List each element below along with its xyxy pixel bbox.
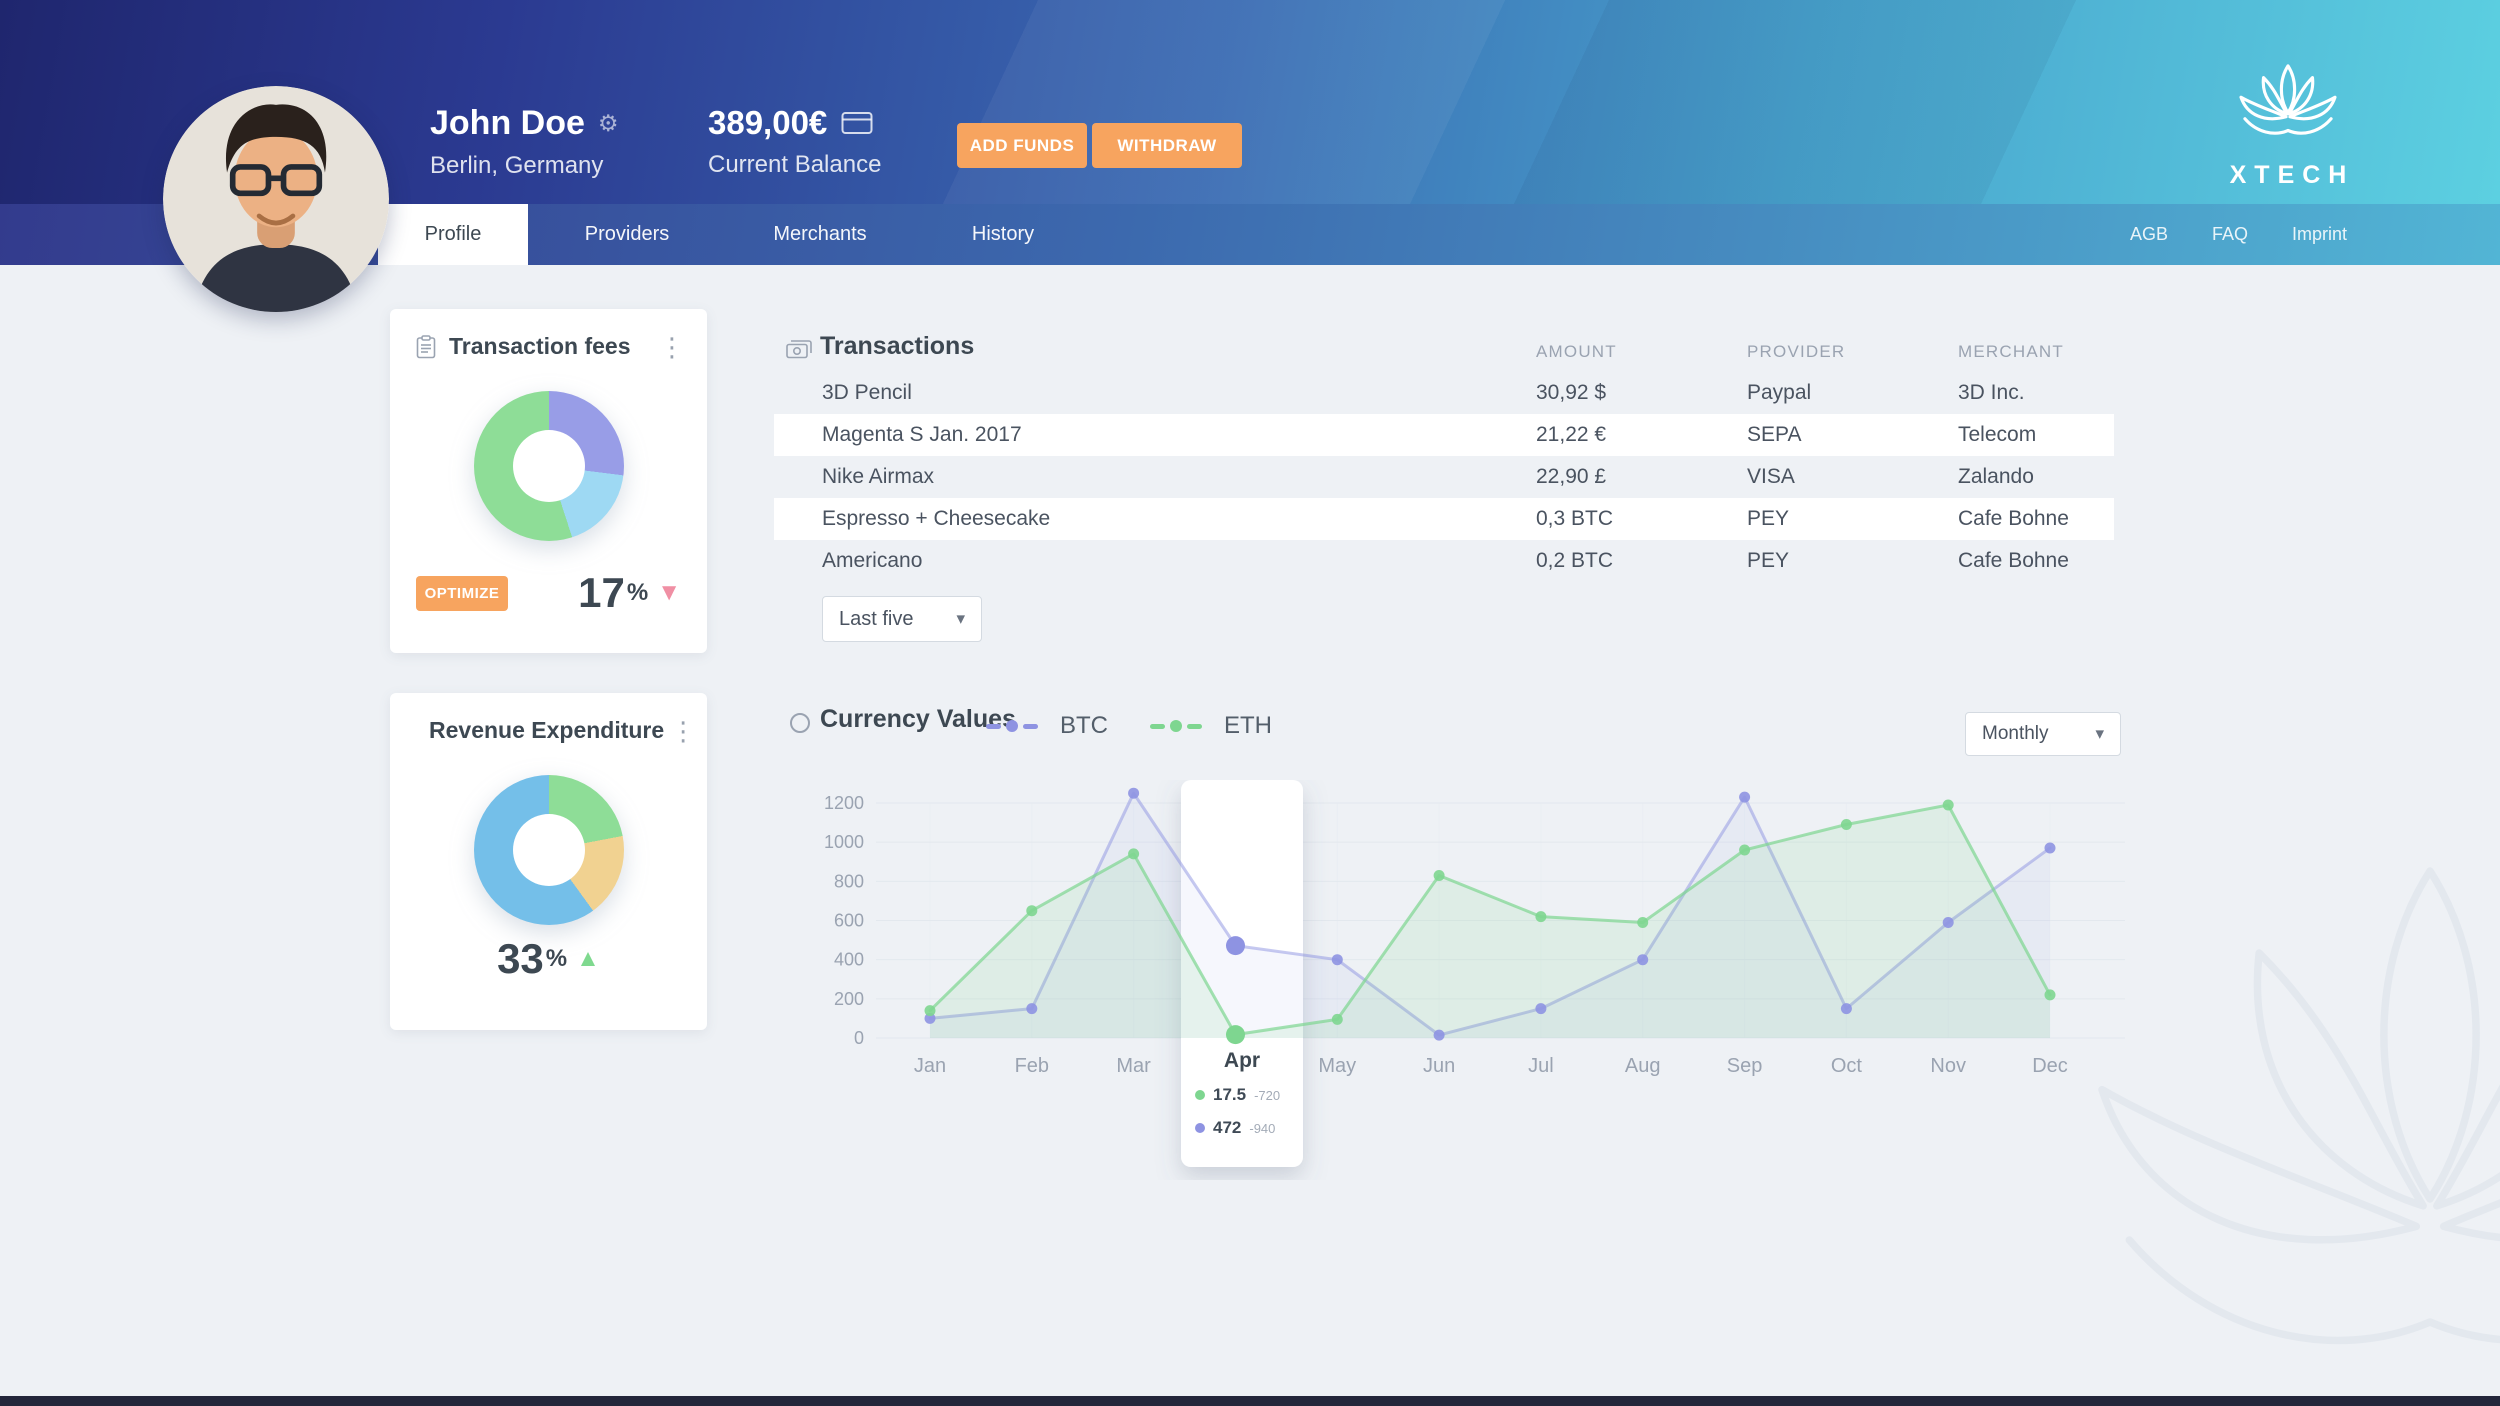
revenue-expenditure-card: Revenue Expenditure ⋮ 33 % ▲ xyxy=(390,693,707,1030)
svg-text:Feb: Feb xyxy=(1015,1055,1049,1077)
card-title: Transaction fees xyxy=(449,333,631,359)
svg-text:600: 600 xyxy=(834,911,864,931)
legend-eth[interactable]: ETH xyxy=(1150,712,1272,740)
table-row: Espresso + Cheesecake 0,3 BTC PEY Cafe Bohn… xyxy=(774,498,2114,540)
svg-text:1200: 1200 xyxy=(824,793,864,813)
column-header-merchant: MERCHANT xyxy=(1958,342,2064,361)
svg-text:0: 0 xyxy=(854,1028,864,1048)
nav-link-agb[interactable]: AGB xyxy=(2129,224,2168,244)
trend-down-icon: ▼ xyxy=(657,579,681,606)
ring-icon xyxy=(790,713,810,733)
column-header-provider: PROVIDER xyxy=(1747,342,1846,361)
banknotes-icon xyxy=(786,340,812,359)
brand-logo: XTECH xyxy=(2208,60,2368,190)
transactions-title: Transactions xyxy=(820,332,975,360)
kebab-menu-icon[interactable]: ⋮ xyxy=(670,715,697,746)
svg-text:Jul: Jul xyxy=(1528,1055,1554,1077)
svg-text:Aug: Aug xyxy=(1625,1055,1661,1077)
column-header-amount: AMOUNT xyxy=(1536,342,1617,361)
transaction-fees-card: Transaction fees ⋮ OPTIMIZE 17 % ▼ xyxy=(390,309,707,653)
tab-providers[interactable]: Providers xyxy=(584,223,670,245)
chart-legend: BTC ETH xyxy=(986,708,1272,744)
svg-text:Sep: Sep xyxy=(1727,1055,1763,1077)
balance-amount: 389,00€ xyxy=(708,104,828,141)
chevron-down-icon: ▾ xyxy=(2095,724,2104,743)
svg-text:Dec: Dec xyxy=(2032,1055,2068,1077)
tab-history[interactable]: History xyxy=(971,223,1035,245)
card-icon xyxy=(841,112,873,134)
table-row: 3D Pencil 30,92 $ Paypal 3D Inc. xyxy=(822,381,2025,404)
nav-bar: Profile Providers Merchants History AGB FAQ I… xyxy=(0,204,2500,265)
lotus-logo-icon xyxy=(2239,64,2337,135)
user-location: Berlin, Germany xyxy=(430,152,604,179)
nav-links: AGB FAQ Imprint xyxy=(2130,204,2347,265)
user-block: John Doe ⚙ Berlin, Germany xyxy=(430,104,619,180)
user-name: John Doe xyxy=(430,104,585,142)
revenue-percent: 33 % ▲ xyxy=(497,935,600,982)
svg-text:Jan: Jan xyxy=(914,1055,946,1077)
tab-merchants[interactable]: Merchants xyxy=(773,223,867,245)
add-funds-button[interactable]: ADD FUNDS xyxy=(957,123,1087,168)
svg-text:Oct: Oct xyxy=(1831,1055,1863,1077)
currency-chart[interactable]: 0 200 400 600 800 1000 1200 Jan Feb Mar May Jun Jul A… xyxy=(820,780,2140,1180)
svg-text:Mar: Mar xyxy=(1116,1055,1151,1077)
nav-tabs: Profile Providers Merchants History xyxy=(0,204,2500,265)
chevron-down-icon: ▾ xyxy=(956,609,965,628)
svg-text:Nov: Nov xyxy=(1930,1055,1966,1077)
svg-text:200: 200 xyxy=(834,989,864,1009)
svg-text:May: May xyxy=(1318,1055,1356,1077)
currency-values-title: Currency Values xyxy=(820,705,1016,733)
header: John Doe ⚙ Berlin, Germany 389,00€ Curre… xyxy=(0,0,2500,204)
table-row: Americano 0,2 BTC PEY Cafe Bohne xyxy=(822,549,2069,572)
period-filter-select[interactable]: Monthly ▾ xyxy=(1965,712,2121,756)
nav-link-faq[interactable]: FAQ xyxy=(2211,224,2248,244)
clipboard-icon xyxy=(416,334,436,358)
svg-text:400: 400 xyxy=(834,950,864,970)
legend-btc[interactable]: BTC xyxy=(986,712,1108,740)
withdraw-button[interactable]: WITHDRAW xyxy=(1092,123,1242,168)
revenue-expenditure-donut xyxy=(474,775,624,925)
bottom-bar xyxy=(0,1396,2500,1406)
balance-label: Current Balance xyxy=(708,151,882,178)
table-row: Nike Airmax 22,90 £ VISA Zalando xyxy=(822,465,2034,488)
balance-block: 389,00€ Current Balance xyxy=(708,104,881,179)
tab-profile[interactable]: Profile xyxy=(378,204,528,265)
svg-text:Jun: Jun xyxy=(1423,1055,1455,1077)
optimize-button[interactable]: OPTIMIZE xyxy=(416,575,508,611)
table-row: Magenta S Jan. 2017 21,22 € SEPA Telecom xyxy=(774,414,2114,456)
lotus-watermark-icon xyxy=(2098,867,2500,1345)
avatar[interactable] xyxy=(163,86,389,312)
settings-gear-icon[interactable]: ⚙ xyxy=(597,110,619,136)
rows-filter-select[interactable]: Last five ▾ xyxy=(822,596,982,642)
transactions-table: 3D Pencil 30,92 $ Paypal 3D Inc. Magenta S J… xyxy=(774,372,2114,584)
trend-up-icon: ▲ xyxy=(576,945,600,972)
brand-name: XTECH xyxy=(2229,161,2355,189)
nav-link-imprint[interactable]: Imprint xyxy=(2291,224,2347,244)
fees-percent: 17 % ▼ xyxy=(578,569,681,616)
card-title: Revenue Expenditure xyxy=(429,717,665,743)
svg-text:800: 800 xyxy=(834,871,864,891)
transaction-fees-donut xyxy=(474,391,624,541)
svg-text:1000: 1000 xyxy=(824,832,864,852)
kebab-menu-icon[interactable]: ⋮ xyxy=(659,331,685,362)
